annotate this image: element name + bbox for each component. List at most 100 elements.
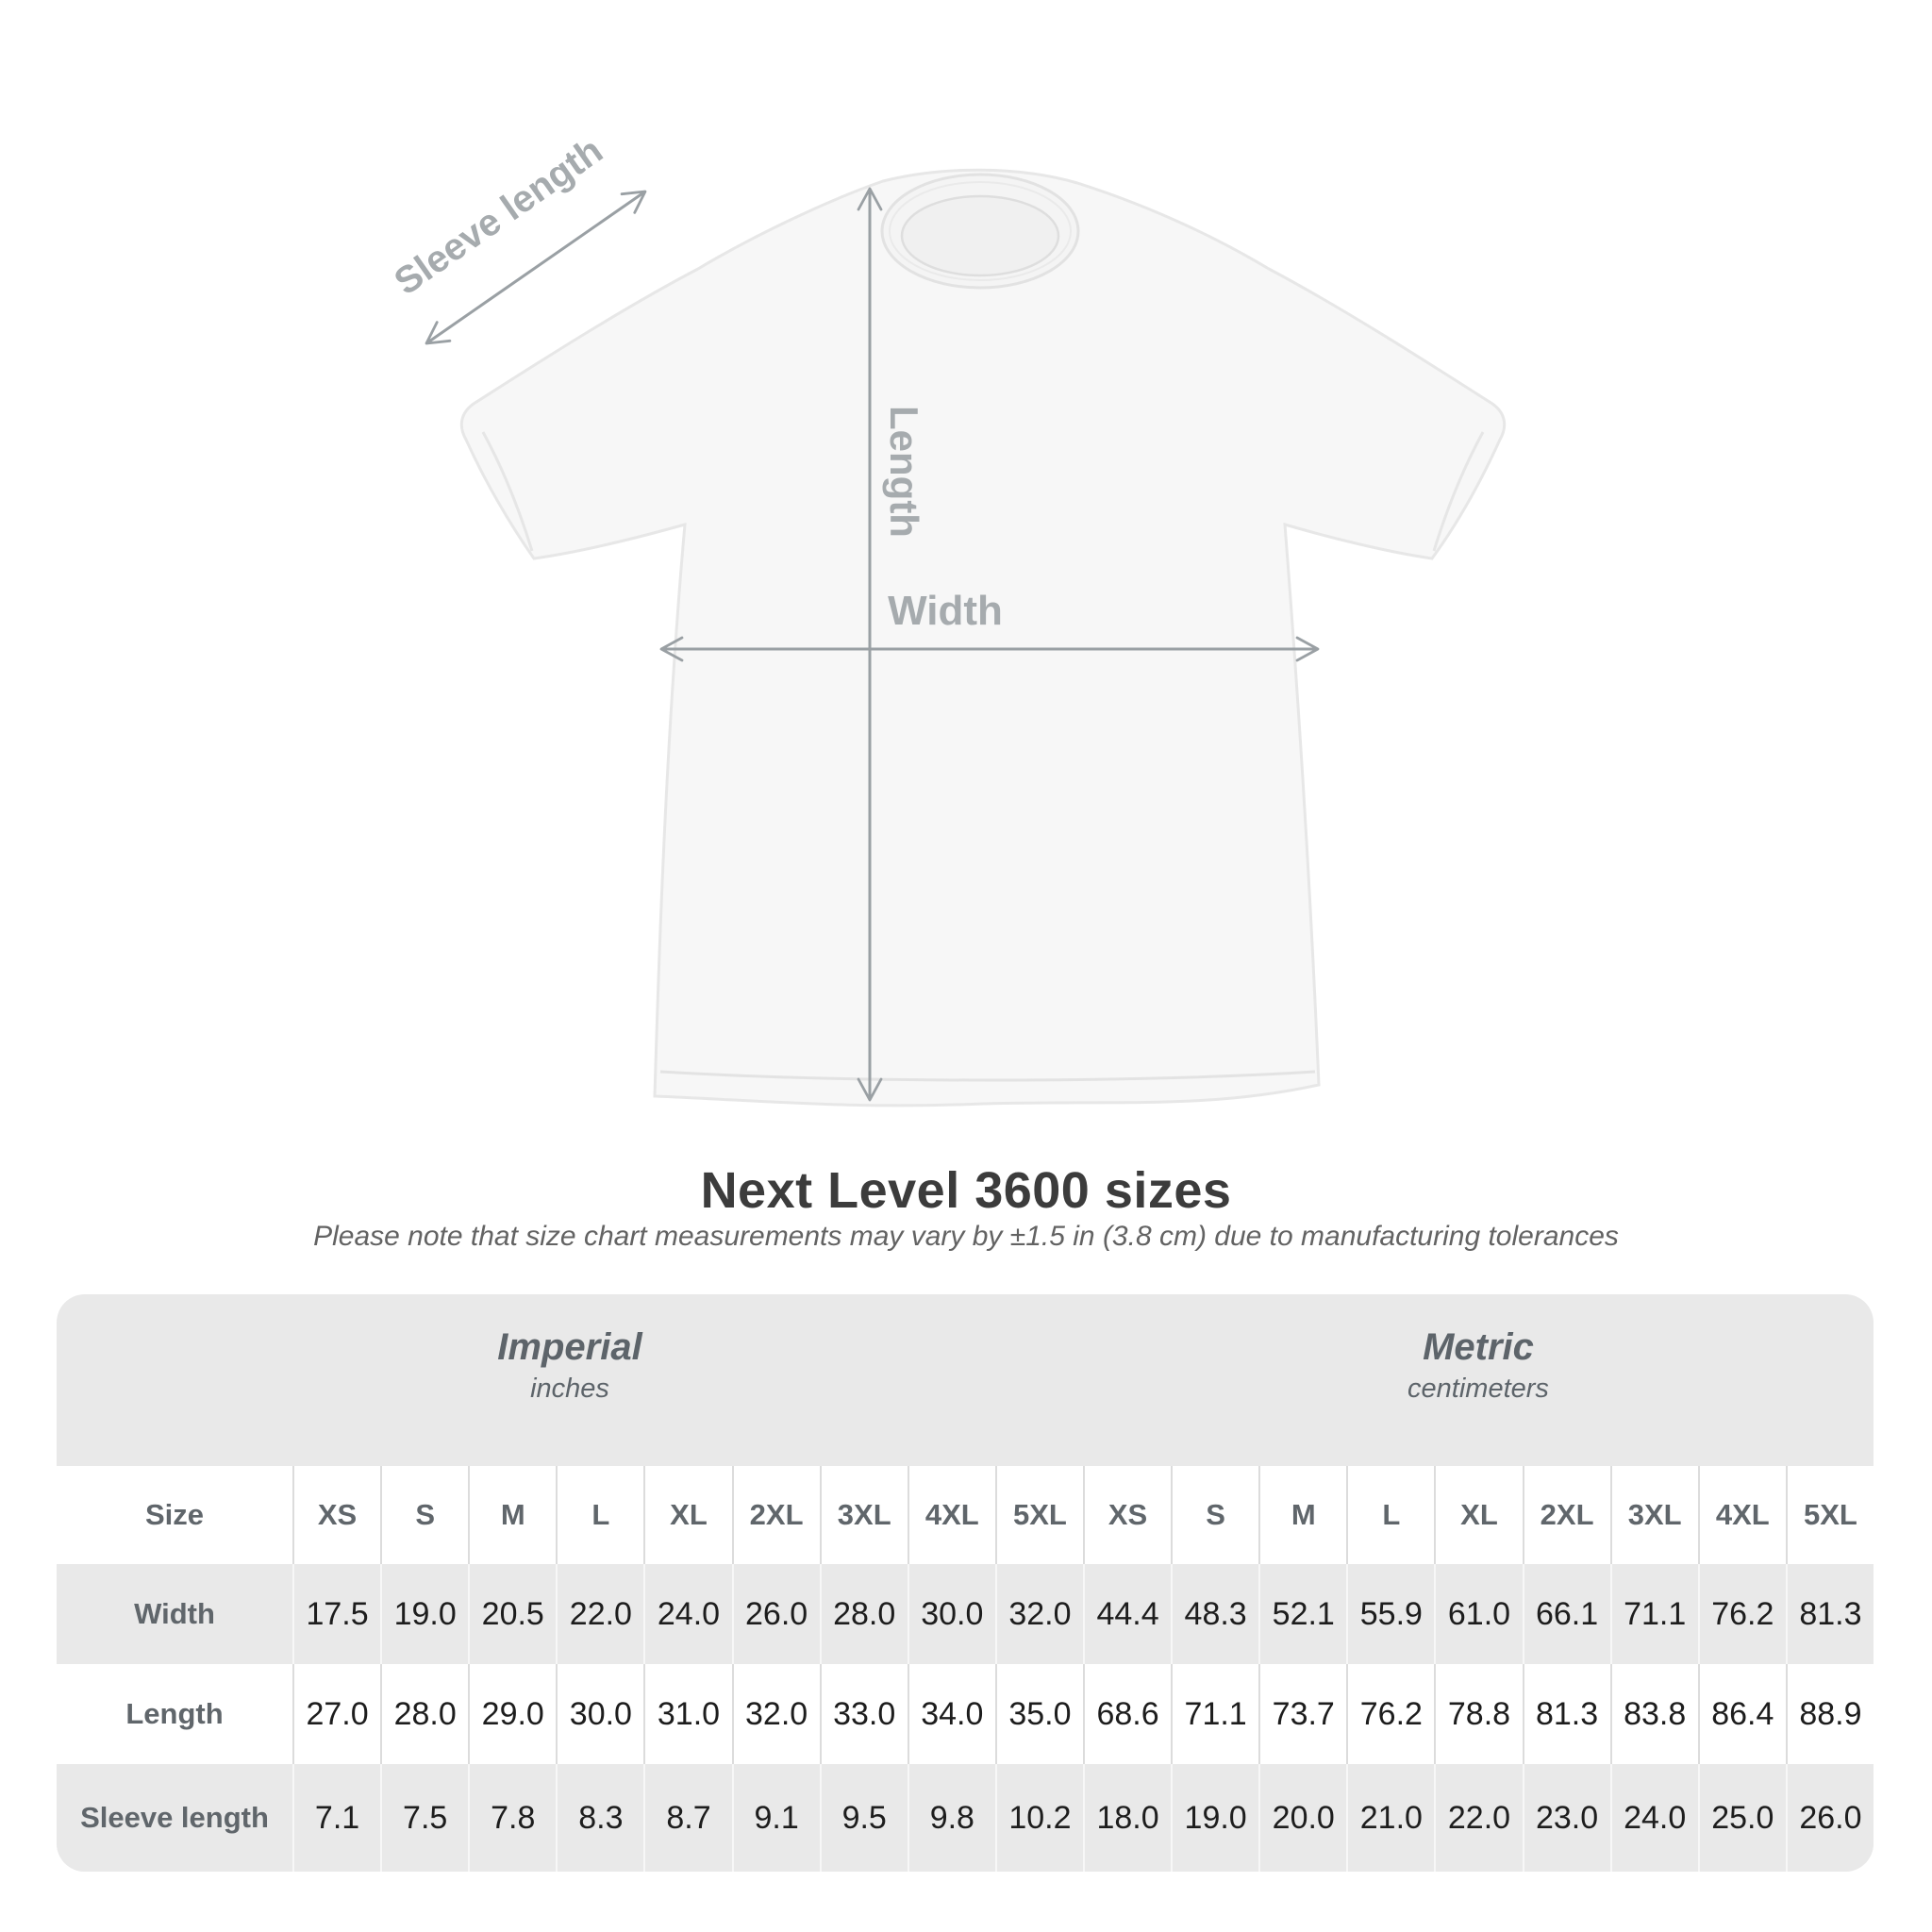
measurement-value-cell: 28.0 — [819, 1564, 908, 1664]
measurement-value-cell: 9.5 — [819, 1764, 908, 1872]
measurement-value-cell: 29.0 — [468, 1664, 556, 1764]
measurement-value-cell: 19.0 — [1171, 1764, 1258, 1872]
imperial-group-header: Imperial inches — [57, 1294, 1083, 1466]
measurement-value-cell: 22.0 — [1434, 1764, 1522, 1872]
measurement-value-cell: 26.0 — [731, 1564, 820, 1664]
size-column-header: XL — [1434, 1466, 1522, 1564]
size-column-header: 4XL — [1697, 1466, 1786, 1564]
right-sleeve-seam — [1432, 431, 1485, 552]
imperial-label: Imperial — [497, 1326, 642, 1368]
metric-label: Metric — [1423, 1326, 1534, 1368]
measurement-value-cell: 30.0 — [556, 1664, 643, 1764]
measurement-value-cell: 27.0 — [292, 1664, 380, 1764]
size-column-header: 3XL — [819, 1466, 908, 1564]
tshirt-measurement-diagram: Width Length Sleeve length — [387, 129, 1507, 1108]
measurement-value-cell: 52.1 — [1258, 1564, 1346, 1664]
measurement-value-cell: 7.1 — [292, 1764, 380, 1872]
size-column-header: 5XL — [994, 1466, 1083, 1564]
measurement-value-cell: 88.9 — [1785, 1664, 1874, 1764]
page-title: Next Level 3600 sizes — [700, 1162, 1232, 1219]
collar-opening — [900, 194, 1060, 277]
measurement-value-cell: 9.8 — [907, 1764, 995, 1872]
measurement-value-cell: 73.7 — [1258, 1664, 1346, 1764]
measurement-value-cell: 20.5 — [468, 1564, 556, 1664]
measurement-row: Length 27.0 28.0 29.0 30.0 31.0 32.0 33.0 34.0 35… — [57, 1664, 1874, 1764]
size-column-header: S — [380, 1466, 468, 1564]
sleeve-length-arrow — [425, 190, 647, 345]
size-column-header: S — [1171, 1466, 1258, 1564]
measurement-value-cell: 76.2 — [1697, 1564, 1786, 1664]
size-header-row: Size XS S M L XL 2XL 3XL 4XL 5XL XS S M L XL 2XL 3XL 4XL… — [57, 1466, 1874, 1564]
size-column-header: XS — [1082, 1466, 1171, 1564]
measurement-value-cell: 71.1 — [1171, 1664, 1258, 1764]
measurement-value-cell: 66.1 — [1522, 1564, 1610, 1664]
measurement-value-cell: 81.3 — [1785, 1564, 1874, 1664]
tshirt-body — [459, 168, 1507, 1108]
size-column-header: M — [468, 1466, 556, 1564]
tolerance-note: Please note that size chart measurements… — [313, 1221, 1619, 1252]
measurement-value-cell: 76.2 — [1346, 1664, 1434, 1764]
size-row-label: Size — [144, 1498, 205, 1531]
measurement-value-cell: 28.0 — [380, 1664, 468, 1764]
size-column-header: L — [1346, 1466, 1434, 1564]
measurement-value-cell: 18.0 — [1082, 1764, 1171, 1872]
measurement-value-cell: 55.9 — [1346, 1564, 1434, 1664]
measurement-value-cell: 61.0 — [1434, 1564, 1522, 1664]
measurement-value-cell: 24.0 — [1609, 1764, 1698, 1872]
sleeve-length-label: Sleeve length — [387, 129, 609, 303]
measurement-arrows — [425, 187, 1320, 1102]
measurement-value-cell: 19.0 — [380, 1564, 468, 1664]
size-table-container: Imperial inches Metric centimeters Size … — [57, 1294, 1874, 1872]
hem-seam — [659, 1070, 1316, 1082]
size-table: Imperial inches Metric centimeters Size … — [57, 1294, 1874, 1872]
measurement-value-cell: 17.5 — [292, 1564, 380, 1664]
size-column-header: XS — [292, 1466, 380, 1564]
measurement-value-cell: 8.7 — [643, 1764, 731, 1872]
measurement-value-cell: 71.1 — [1609, 1564, 1698, 1664]
size-column-header: M — [1258, 1466, 1346, 1564]
imperial-unit: inches — [530, 1374, 609, 1404]
measurement-row-label: Sleeve length — [80, 1801, 269, 1834]
measurement-value-cell: 20.0 — [1258, 1764, 1346, 1872]
measurement-value-cell: 35.0 — [994, 1664, 1083, 1764]
measurement-value-cell: 83.8 — [1609, 1664, 1698, 1764]
size-column-header: 2XL — [1522, 1466, 1610, 1564]
measurement-value-cell: 32.0 — [994, 1564, 1083, 1664]
measurement-row: Width 17.5 19.0 20.5 22.0 24.0 26.0 28.0 30.0 32.… — [57, 1564, 1874, 1664]
measurement-value-cell: 34.0 — [907, 1664, 995, 1764]
width-label: Width — [888, 588, 1003, 634]
measurement-value-cell: 48.3 — [1171, 1564, 1258, 1664]
collar-seam — [889, 181, 1072, 281]
measurement-value-cell: 21.0 — [1346, 1764, 1434, 1872]
measurement-value-cell: 8.3 — [556, 1764, 643, 1872]
tshirt-illustration — [459, 168, 1507, 1108]
length-label: Length — [882, 406, 926, 538]
measurement-value-cell: 9.1 — [731, 1764, 820, 1872]
size-column-header: L — [556, 1466, 643, 1564]
measurement-value-cell: 33.0 — [819, 1664, 908, 1764]
measurement-value-cell: 32.0 — [731, 1664, 820, 1764]
size-column-header: 3XL — [1609, 1466, 1698, 1564]
unit-group-row: Imperial inches Metric centimeters — [57, 1294, 1874, 1466]
metric-unit: centimeters — [1407, 1374, 1549, 1404]
measurement-row: Sleeve length 7.1 7.5 7.8 8.3 8.7 9.1 9.5 9.8 10.… — [57, 1764, 1874, 1872]
measurement-value-cell: 7.5 — [380, 1764, 468, 1872]
metric-group-header: Metric centimeters — [1083, 1294, 1874, 1466]
measurement-value-cell: 24.0 — [643, 1564, 731, 1664]
size-column-header: 2XL — [731, 1466, 820, 1564]
size-column-header: 4XL — [907, 1466, 995, 1564]
size-column-header: 5XL — [1785, 1466, 1874, 1564]
measurement-value-cell: 7.8 — [468, 1764, 556, 1872]
measurement-value-cell: 22.0 — [556, 1564, 643, 1664]
measurement-value-cell: 23.0 — [1522, 1764, 1610, 1872]
measurement-value-cell: 86.4 — [1697, 1664, 1786, 1764]
left-sleeve-seam — [481, 431, 534, 552]
measurement-value-cell: 68.6 — [1082, 1664, 1171, 1764]
measurement-value-cell: 10.2 — [994, 1764, 1083, 1872]
measurement-value-cell: 30.0 — [907, 1564, 995, 1664]
measurement-value-cell: 81.3 — [1522, 1664, 1610, 1764]
measurement-value-cell: 31.0 — [643, 1664, 731, 1764]
size-column-header: XL — [643, 1466, 731, 1564]
measurement-row-label: Length — [125, 1697, 224, 1730]
